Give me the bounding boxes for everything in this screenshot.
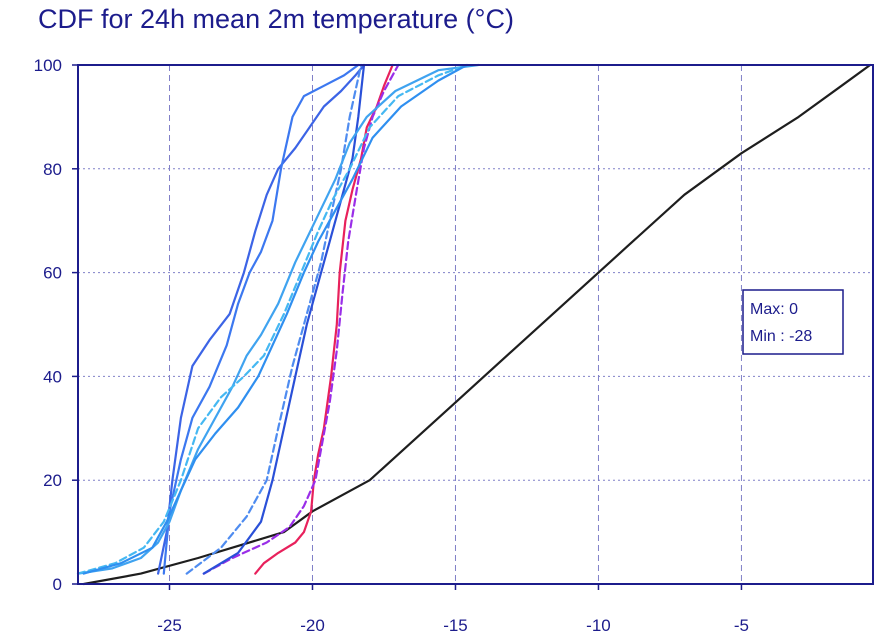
info-box: Max: 0 Min : -28 <box>743 290 843 354</box>
y-tick-label: 100 <box>34 56 62 75</box>
series-line-5 <box>164 65 358 574</box>
series-line-9 <box>78 65 467 574</box>
info-max-text: Max: 0 <box>750 301 798 318</box>
series-line-8 <box>78 65 478 574</box>
x-tick-label: -10 <box>586 616 611 635</box>
series-line-10 <box>84 65 467 574</box>
x-tick-label: -25 <box>157 616 182 635</box>
y-tick-label: 80 <box>43 160 62 179</box>
y-tick-label: 0 <box>53 575 62 594</box>
info-min-text: Min : -28 <box>750 328 812 345</box>
x-tick-label: -5 <box>734 616 749 635</box>
x-tick-label: -15 <box>443 616 468 635</box>
x-tick-label: -20 <box>300 616 325 635</box>
series-line-7 <box>187 65 361 574</box>
y-tick-label: 20 <box>43 471 62 490</box>
y-tick-label: 60 <box>43 264 62 283</box>
series-line-4 <box>158 65 364 574</box>
y-tick-label: 40 <box>43 367 62 386</box>
